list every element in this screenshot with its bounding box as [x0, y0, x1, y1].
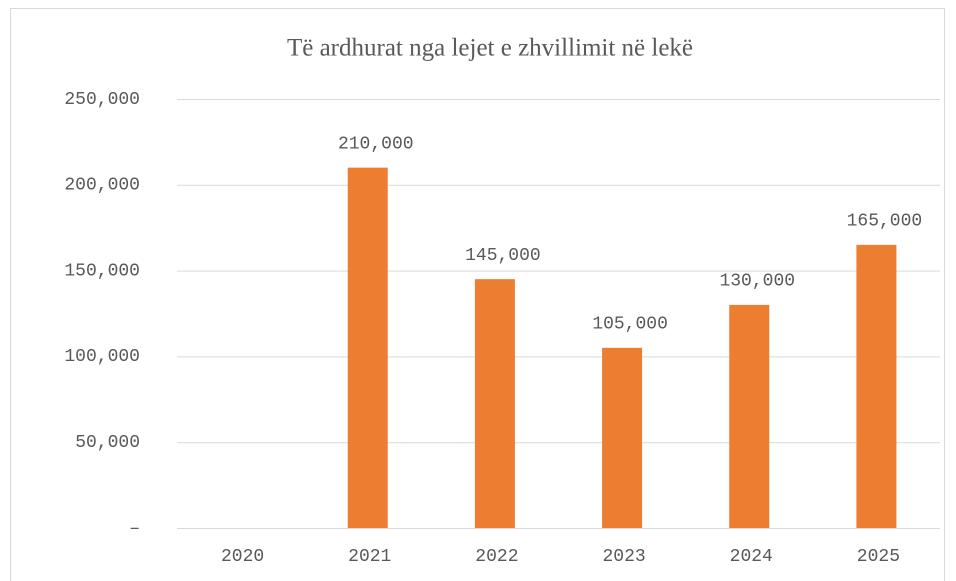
- data-label: 165,000: [847, 212, 923, 232]
- data-label: 130,000: [719, 272, 795, 292]
- bar: [347, 167, 388, 528]
- x-tick-label: 2021: [348, 547, 391, 567]
- bar: [729, 304, 770, 528]
- x-tick-label: 2023: [602, 547, 645, 567]
- bar: [856, 244, 897, 529]
- data-label: 105,000: [592, 315, 668, 335]
- y-tick-label: 100,000: [64, 347, 140, 367]
- x-tick-label: 2020: [221, 547, 264, 567]
- y-tick-label: 50,000: [75, 433, 140, 453]
- bar: [474, 279, 515, 528]
- x-tick-label: 2025: [857, 547, 900, 567]
- data-label: 145,000: [465, 246, 541, 266]
- x-tick-label: 2022: [475, 547, 518, 567]
- y-tick-label: 150,000: [64, 261, 140, 281]
- y-tick-label: –: [129, 519, 140, 539]
- y-tick-label: 200,000: [64, 176, 140, 196]
- x-tick-label: 2024: [730, 547, 773, 567]
- chart-title: Të ardhurat nga lejet e zhvillimit në le…: [287, 35, 693, 62]
- y-tick-label: 250,000: [64, 90, 140, 110]
- bar: [602, 347, 643, 528]
- data-label: 210,000: [338, 134, 414, 154]
